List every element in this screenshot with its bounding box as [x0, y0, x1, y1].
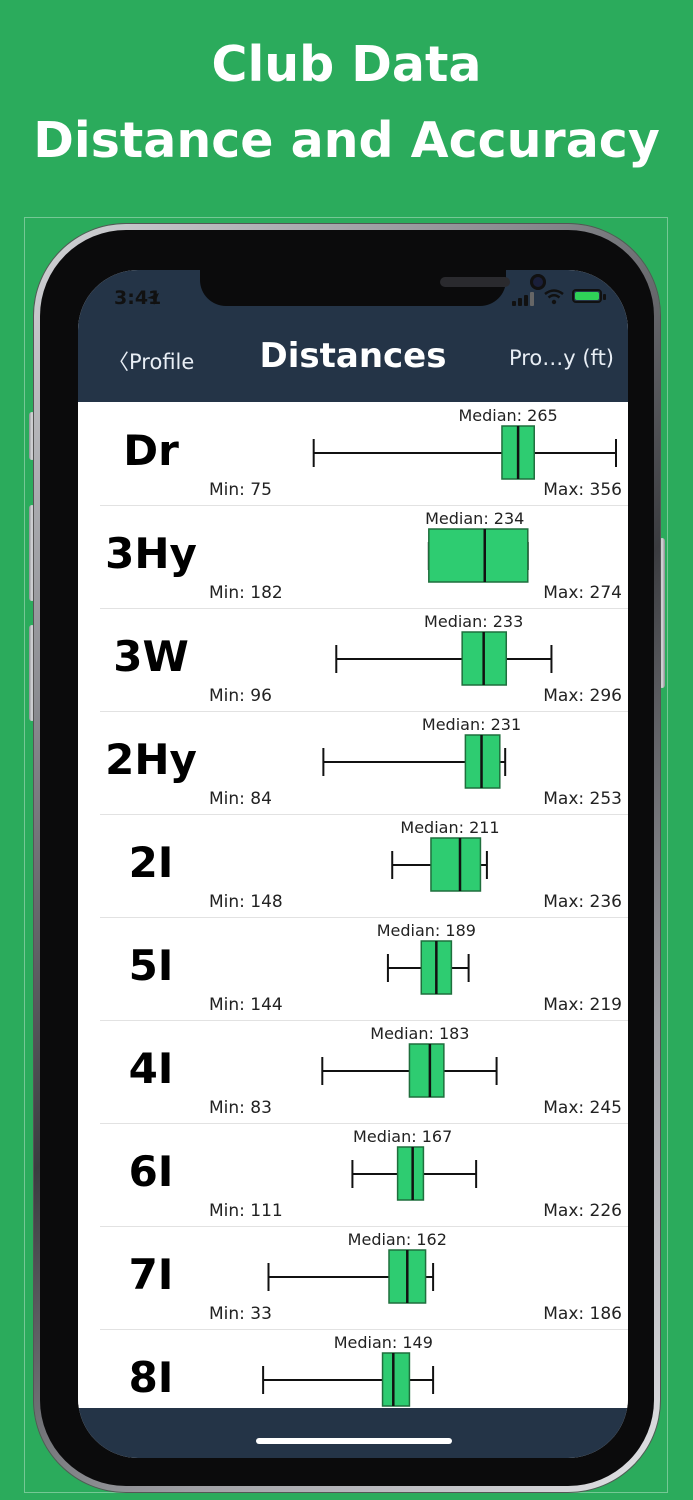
- min-label: Min: 96: [209, 686, 272, 706]
- home-indicator[interactable]: [256, 1438, 452, 1444]
- location-arrow-icon: [147, 293, 159, 305]
- club-distance-list[interactable]: Dr Median: 265 Min: 75 Max: 356 3Hy Median: 2…: [78, 402, 628, 1408]
- bottom-bar: [78, 1408, 628, 1458]
- max-label: Max: 186: [543, 1304, 622, 1324]
- club-name: 6I: [128, 1147, 174, 1196]
- phone-bezel: 3:41: [40, 230, 654, 1486]
- club-row[interactable]: 3W Median: 233 Min: 96 Max: 296: [78, 608, 628, 711]
- median-label: Median: 231: [422, 715, 521, 734]
- phone-frame: 3:41: [34, 224, 660, 1492]
- row-separator: [100, 505, 628, 506]
- min-label: Min: 182: [209, 583, 283, 603]
- club-name: 2I: [128, 838, 174, 887]
- club-name: 7I: [128, 1250, 174, 1299]
- box-plot: Median: 234: [425, 509, 529, 583]
- phone-screen: 3:41: [78, 270, 628, 1458]
- box-plot: Median: 189: [377, 921, 476, 995]
- max-label: Max: 253: [543, 789, 622, 809]
- units-selector-button[interactable]: Pro…y (ft): [508, 346, 614, 370]
- battery-icon: [572, 289, 602, 303]
- iqr-box: [428, 528, 529, 583]
- club-name: Dr: [123, 426, 179, 475]
- club-row[interactable]: 3Hy Median: 234 Min: 182 Max: 274: [78, 505, 628, 608]
- club-name: 2Hy: [105, 735, 197, 784]
- max-label: Max: 226: [543, 1201, 622, 1221]
- min-label: Min: 83: [209, 1098, 272, 1118]
- max-label: Max: 236: [543, 892, 622, 912]
- speaker-grille: [440, 277, 510, 287]
- status-time: 3:41: [114, 287, 162, 309]
- club-row[interactable]: Dr Median: 265 Min: 75 Max: 356: [78, 402, 628, 505]
- club-row[interactable]: 2I Median: 211 Min: 148 Max: 236: [78, 814, 628, 917]
- club-name: 3Hy: [105, 529, 197, 578]
- iqr-box: [408, 1043, 445, 1098]
- row-separator: [100, 814, 628, 815]
- row-separator: [100, 1226, 628, 1227]
- row-separator: [100, 1123, 628, 1124]
- screenshot-frame: [24, 217, 668, 1493]
- club-row[interactable]: 8I Median: 149: [78, 1329, 628, 1408]
- iqr-box: [396, 1146, 425, 1201]
- median-label: Median: 162: [348, 1230, 447, 1249]
- median-label: Median: 149: [334, 1333, 433, 1352]
- box-plot: Median: 265: [312, 406, 617, 480]
- silent-switch: [29, 412, 35, 460]
- club-row[interactable]: 4I Median: 183 Min: 83 Max: 245: [78, 1020, 628, 1123]
- row-separator: [100, 1020, 628, 1021]
- max-label: Max: 274: [543, 583, 622, 603]
- volume-down-button: [29, 625, 35, 721]
- max-label: Max: 296: [543, 686, 622, 706]
- battery-cap: [603, 294, 606, 300]
- row-separator: [100, 608, 628, 609]
- max-label: Max: 245: [543, 1098, 622, 1118]
- page-title: Distances: [259, 336, 447, 376]
- box-plot: Median: 162: [267, 1230, 447, 1304]
- box-plot: Median: 183: [321, 1024, 498, 1098]
- wifi-icon: [544, 289, 564, 305]
- median-label: Median: 211: [400, 818, 499, 837]
- club-name: 5I: [128, 941, 174, 990]
- front-camera: [530, 274, 546, 290]
- box-plot: Median: 167: [351, 1127, 478, 1201]
- club-name: 3W: [113, 632, 189, 681]
- club-row[interactable]: 7I Median: 162 Min: 33 Max: 186: [78, 1226, 628, 1329]
- power-button: [659, 538, 665, 688]
- cellular-signal-icon: [512, 292, 534, 306]
- min-label: Min: 148: [209, 892, 283, 912]
- back-to-profile-button[interactable]: 〈Profile: [108, 350, 195, 374]
- row-separator: [100, 1329, 628, 1330]
- row-separator: [100, 917, 628, 918]
- navigation-bar: 3:41: [78, 270, 628, 402]
- min-label: Min: 144: [209, 995, 283, 1015]
- club-row[interactable]: 5I Median: 189 Min: 144 Max: 219: [78, 917, 628, 1020]
- box-plot: Median: 211: [391, 818, 500, 892]
- volume-up-button: [29, 505, 35, 601]
- min-label: Min: 75: [209, 480, 272, 500]
- max-label: Max: 356: [543, 480, 622, 500]
- iqr-box: [381, 1352, 411, 1407]
- median-label: Median: 265: [458, 406, 557, 425]
- promo-title-line1: Club Data: [211, 36, 482, 93]
- box-plot: Median: 149: [262, 1333, 435, 1407]
- iqr-box: [430, 837, 482, 892]
- median-label: Median: 234: [425, 509, 524, 528]
- max-label: Max: 219: [543, 995, 622, 1015]
- min-label: Min: 84: [209, 789, 272, 809]
- min-label: Min: 111: [209, 1201, 283, 1221]
- box-plot: Median: 231: [322, 715, 521, 789]
- club-row[interactable]: 2Hy Median: 231 Min: 84 Max: 253: [78, 711, 628, 814]
- club-name: 4I: [128, 1044, 174, 1093]
- median-label: Median: 183: [370, 1024, 469, 1043]
- median-label: Median: 233: [424, 612, 523, 631]
- club-row[interactable]: 6I Median: 167 Min: 111 Max: 226: [78, 1123, 628, 1226]
- box-plot: Median: 233: [335, 612, 553, 686]
- median-label: Median: 167: [353, 1127, 452, 1146]
- promo-title-line2: Distance and Accuracy: [33, 112, 660, 169]
- min-label: Min: 33: [209, 1304, 272, 1324]
- notch: [200, 270, 546, 306]
- row-separator: [100, 711, 628, 712]
- club-name: 8I: [128, 1353, 174, 1402]
- median-label: Median: 189: [377, 921, 476, 940]
